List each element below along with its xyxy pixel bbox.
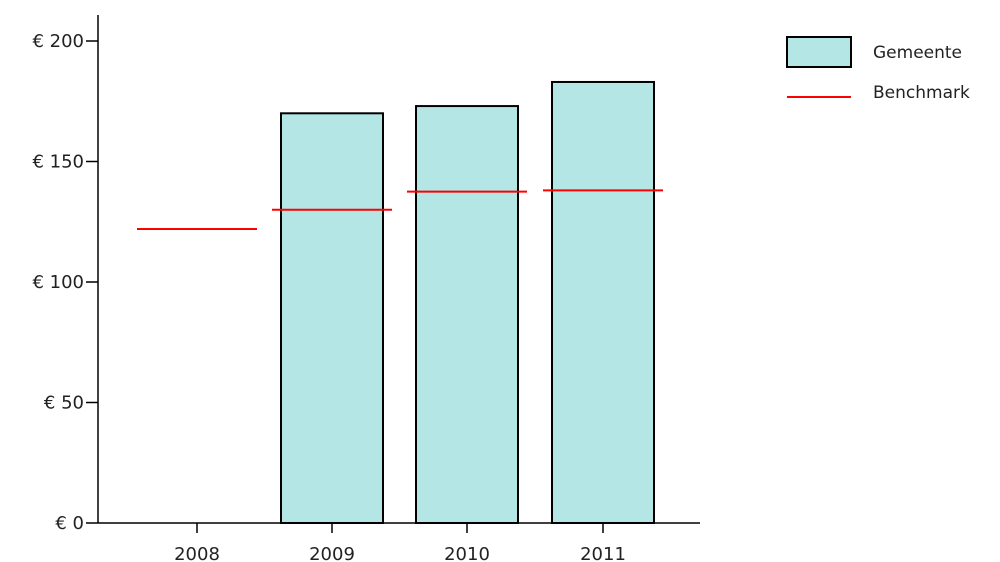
bar-gemeente <box>280 112 384 525</box>
bars <box>280 80 655 525</box>
x-tick-label: 2009 <box>309 544 355 562</box>
x-tick-label: 2008 <box>174 544 220 562</box>
y-ticks: € 0 € 50 € 100 € 150 € 200 <box>32 31 98 534</box>
bar-gemeente <box>551 80 655 524</box>
legend: Gemeente Benchmark <box>786 36 970 103</box>
x-tick-label: 2010 <box>444 544 490 562</box>
legend-swatch-gemeente <box>786 36 852 68</box>
bar-gemeente <box>415 105 519 524</box>
y-tick-label: € 0 <box>55 513 84 534</box>
benchmark-lines <box>137 189 663 230</box>
x-ticks: 2008 2009 2010 2011 <box>174 523 626 562</box>
y-tick-label: € 100 <box>32 272 84 293</box>
y-tick-label: € 50 <box>44 393 84 414</box>
x-tick-label: 2011 <box>580 544 626 562</box>
y-tick-label: € 200 <box>32 31 84 52</box>
legend-label-benchmark: Benchmark <box>873 83 970 103</box>
y-tick-label: € 150 <box>32 152 84 173</box>
legend-label-gemeente: Gemeente <box>873 43 962 63</box>
